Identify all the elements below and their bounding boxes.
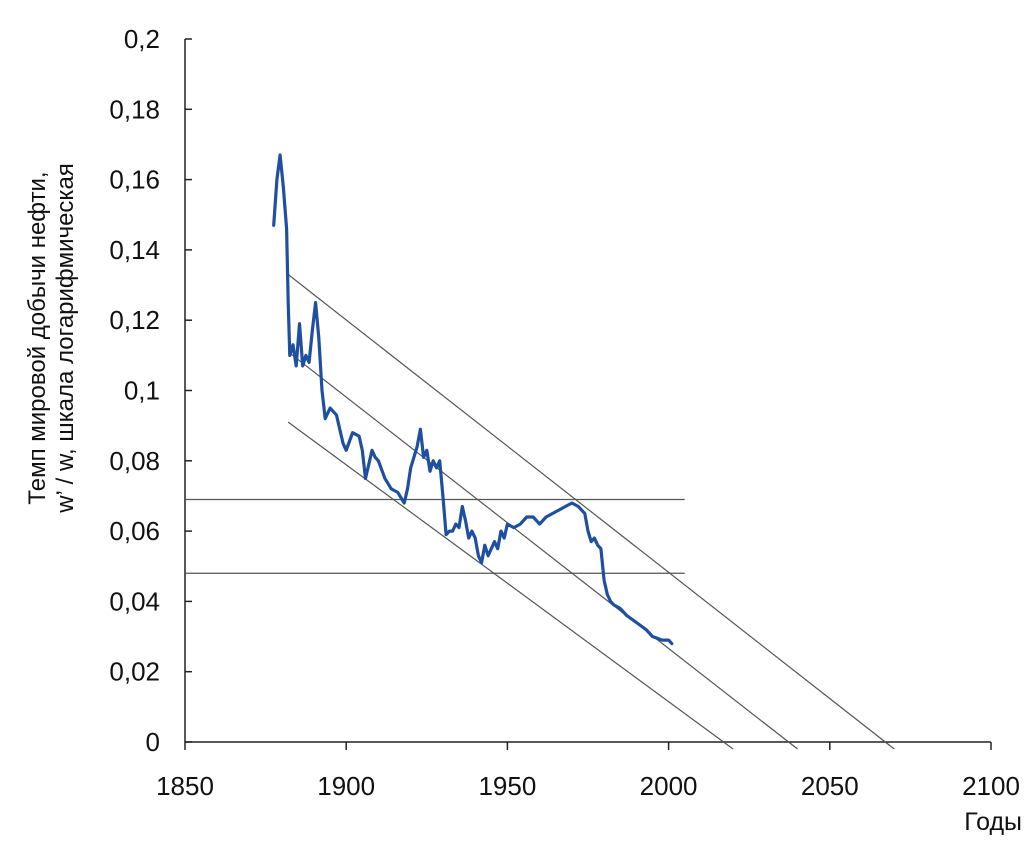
y-tick-labels: 0 0,02 0,04 0,06 0,08 0,1 0,12 0,14 0,16 0,18 0,2 (109, 24, 160, 757)
x-tick-label: 2100 (962, 771, 1020, 801)
x-tick-label: 1900 (317, 771, 375, 801)
trend-channel-line (287, 274, 895, 750)
y-tick-label: 0,12 (109, 305, 160, 335)
series-group (272, 153, 674, 646)
production-rate-series-line (272, 153, 674, 646)
y-axis-title-line-2: w’ / w, шкала логарифмическая (52, 163, 79, 514)
axes (184, 38, 992, 750)
y-tick-label: 0,08 (109, 446, 160, 476)
y-tick-label: 0,2 (124, 24, 160, 54)
trend-channel-line (287, 351, 798, 750)
y-tick-label: 0,02 (109, 657, 160, 687)
x-axis-title: Годы (964, 808, 1022, 836)
y-tick-label: 0,06 (109, 516, 160, 546)
x-tick-label: 2000 (640, 771, 698, 801)
x-tick-label: 2050 (801, 771, 859, 801)
reference-lines (185, 274, 895, 750)
y-tick-label: 0,16 (109, 165, 160, 195)
x-tick-labels: 1850 1900 1950 2000 2050 2100 (156, 771, 1020, 801)
y-axis-title-line-1: Темп мировой добычи нефти, (24, 171, 51, 504)
trend-channel-line (287, 421, 734, 750)
y-tick-label: 0,04 (109, 586, 160, 616)
y-tick-label: 0,1 (124, 376, 160, 406)
y-tick-label: 0 (146, 727, 160, 757)
y-tick-label: 0,18 (109, 94, 160, 124)
y-tick-label: 0,14 (109, 235, 160, 265)
x-tick-label: 1850 (156, 771, 214, 801)
x-tick-label: 1950 (478, 771, 536, 801)
